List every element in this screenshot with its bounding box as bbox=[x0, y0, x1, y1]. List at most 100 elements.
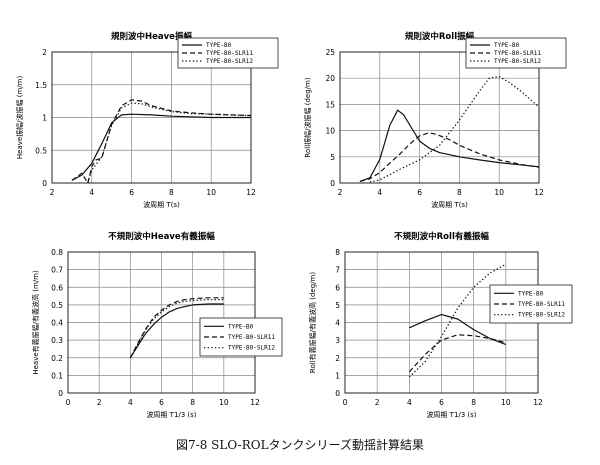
y-tick-label: 3 bbox=[335, 336, 340, 345]
chart-title: 規則波中Roll振幅 bbox=[405, 31, 475, 42]
x-tick-label: 10 bbox=[219, 398, 229, 407]
x-axis-label: 波周期 T(s) bbox=[143, 200, 180, 209]
x-axis-label: 波周期 T1/3 (s) bbox=[146, 410, 196, 419]
y-tick-label: 2 bbox=[42, 48, 47, 57]
x-tick-label: 6 bbox=[439, 398, 444, 407]
y-tick-label: 8 bbox=[335, 248, 340, 257]
legend: TYPE-B0 TYPE-B0-SLR11 TYPE-B0-SLR12 bbox=[489, 284, 573, 324]
y-tick-label: 2 bbox=[335, 354, 340, 363]
y-tick-label: 0 bbox=[58, 389, 63, 398]
x-tick-label: 2 bbox=[97, 398, 102, 407]
y-tick-label: 20 bbox=[325, 74, 335, 83]
series-line-1 bbox=[129, 303, 224, 359]
x-tick-label: 8 bbox=[457, 188, 462, 197]
y-tick-label: 6 bbox=[335, 283, 340, 292]
x-tick-label: 0 bbox=[66, 398, 71, 407]
x-tick-label: 8 bbox=[169, 188, 174, 197]
legend-label: TYPE-B0-SLR12 bbox=[494, 58, 541, 65]
legend-box bbox=[465, 37, 567, 69]
y-axis-label: Roll振幅/波振幅 (deg/m) bbox=[303, 77, 312, 157]
x-tick-label: 4 bbox=[128, 398, 133, 407]
x-tick-label: 2 bbox=[338, 188, 343, 197]
x-tick-label: 12 bbox=[246, 188, 256, 197]
y-tick-label: 4 bbox=[335, 319, 340, 328]
legend-label: TYPE-B0 bbox=[518, 290, 544, 297]
legend-label: TYPE-B0-SLR11 bbox=[494, 50, 541, 57]
x-tick-label: 2 bbox=[50, 188, 55, 197]
series-line-3 bbox=[408, 263, 507, 378]
y-tick-label: 7 bbox=[335, 266, 340, 275]
y-tick-label: 0.6 bbox=[51, 283, 63, 292]
y-tick-label: 10 bbox=[325, 127, 335, 136]
chart-title: 不規則波中Roll有義振幅 bbox=[394, 231, 489, 242]
x-tick-label: 12 bbox=[250, 398, 260, 407]
legend-label: TYPE-B0-SLR12 bbox=[228, 345, 275, 352]
x-tick-label: 4 bbox=[407, 398, 412, 407]
x-tick-label: 4 bbox=[377, 188, 382, 197]
series-line-2 bbox=[71, 99, 252, 184]
x-tick-label: 6 bbox=[417, 188, 422, 197]
y-tick-label: 0 bbox=[335, 389, 340, 398]
y-tick-label: 0.1 bbox=[51, 371, 63, 380]
y-tick-label: 0.5 bbox=[51, 301, 63, 310]
x-tick-label: 10 bbox=[501, 398, 511, 407]
series-line-3 bbox=[369, 75, 540, 183]
chart-title: 不規則波中Heave有義振幅 bbox=[108, 231, 215, 242]
legend-label: TYPE-B0-SLR12 bbox=[518, 312, 565, 319]
legend-label: TYPE-B0 bbox=[494, 42, 520, 49]
legend-label: TYPE-B0-SLR11 bbox=[228, 334, 275, 341]
x-tick-label: 10 bbox=[494, 188, 504, 197]
y-tick-label: 0.4 bbox=[51, 319, 63, 328]
legend-label: TYPE-B0-SLR12 bbox=[206, 58, 253, 65]
chart-3: 0 2 4 6 8 10 12 0 0.1 0.2 0.3 0.4 0.5 0.6 0.7 0.8 不規則波中H… bbox=[31, 231, 283, 419]
x-tick-label: 2 bbox=[375, 398, 380, 407]
y-tick-label: 15 bbox=[325, 100, 335, 109]
legend-label: TYPE-B0-SLR11 bbox=[206, 50, 253, 57]
y-tick-label: 0 bbox=[330, 179, 335, 188]
series-line-1 bbox=[359, 109, 540, 182]
series-line-2 bbox=[129, 297, 224, 359]
x-tick-label: 6 bbox=[159, 398, 164, 407]
x-tick-label: 12 bbox=[534, 188, 544, 197]
x-tick-label: 8 bbox=[190, 398, 195, 407]
x-tick-label: 10 bbox=[206, 188, 216, 197]
x-tick-label: 4 bbox=[89, 188, 94, 197]
y-tick-label: 5 bbox=[335, 301, 340, 310]
legend-label: TYPE-B0 bbox=[206, 42, 232, 49]
y-axis-label: Heave有義振幅/有義波高 (m/m) bbox=[31, 270, 40, 375]
legend-label: TYPE-B0 bbox=[228, 323, 254, 330]
y-tick-label: 0.5 bbox=[35, 146, 47, 155]
x-tick-label: 8 bbox=[471, 398, 476, 407]
series-line-3 bbox=[87, 102, 252, 184]
x-tick-label: 0 bbox=[343, 398, 348, 407]
x-axis-label: 波周期 T1/3 (s) bbox=[426, 410, 476, 419]
y-tick-label: 0 bbox=[42, 179, 47, 188]
y-tick-label: 1 bbox=[335, 371, 340, 380]
legend-label: TYPE-B0-SLR11 bbox=[518, 301, 565, 308]
y-tick-label: 25 bbox=[325, 48, 335, 57]
series-line-1 bbox=[409, 314, 507, 346]
x-axis-label: 波周期 T(s) bbox=[431, 200, 468, 209]
x-tick-label: 12 bbox=[533, 398, 543, 407]
series-line-3 bbox=[129, 299, 224, 359]
y-tick-label: 5 bbox=[330, 153, 335, 162]
series-line-2 bbox=[359, 132, 540, 182]
y-tick-label: 0.3 bbox=[51, 336, 63, 345]
figure-caption: 図7-8 SLO-ROLタンクシリーズ動揺計算結果 bbox=[176, 438, 424, 452]
legend: TYPE-B0 TYPE-B0-SLR11 TYPE-B0-SLR12 bbox=[199, 317, 283, 357]
x-tick-label: 6 bbox=[129, 188, 134, 197]
y-tick-label: 0.7 bbox=[51, 266, 63, 275]
y-axis-label: Heave振幅/波振幅 (m/m) bbox=[15, 76, 24, 160]
y-tick-label: 0.8 bbox=[51, 248, 63, 257]
y-tick-label: 1.5 bbox=[35, 81, 47, 90]
y-tick-label: 1 bbox=[42, 114, 47, 123]
y-axis-label: Roll有義振幅/有義波高 (deg/m) bbox=[308, 272, 317, 373]
y-tick-label: 0.2 bbox=[51, 354, 63, 363]
series-line-1 bbox=[71, 113, 251, 181]
